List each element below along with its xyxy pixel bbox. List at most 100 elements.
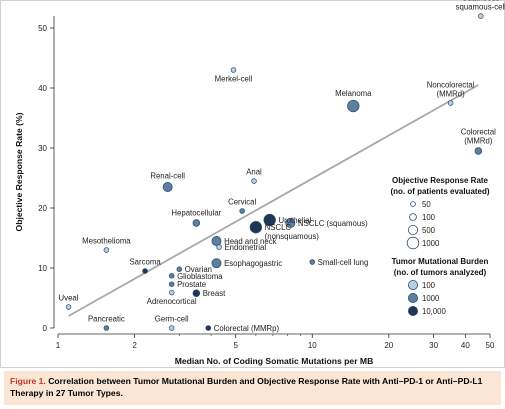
y-tick-label: 40 [38, 84, 47, 93]
point-sarcoma [142, 268, 148, 274]
point-label-pancreatic: Pancreatic [88, 315, 125, 324]
point-nsclc-nonsquamous [249, 221, 263, 234]
legend-color-title: Tumor Mutational Burden [392, 257, 489, 266]
legend-color-label: 10,000 [422, 307, 447, 316]
point-pancreatic [103, 325, 110, 331]
point-label-urothelial: Urothelial [278, 216, 311, 225]
legend-size-marker [409, 213, 417, 221]
legend-size-marker [410, 201, 416, 207]
point-label-esophagogastric: Esophagogastric [224, 259, 282, 268]
legend: Objective Response Rate (no. of patients … [390, 176, 489, 316]
x-tick-label: 30 [429, 341, 438, 350]
point-label-line: Noncolorectal [427, 81, 475, 90]
point-anal [251, 178, 257, 184]
point-colorectal-mmrp [205, 325, 212, 331]
point-labels-layer: Cutaneoussquamous-cell Merkel-cell Noncolo… [59, 0, 505, 333]
y-axis-label: Objective Response Rate (%) [14, 112, 24, 231]
legend-color-marker [407, 279, 418, 290]
legend-size-marker [406, 236, 420, 250]
legend-size-title: Objective Response Rate [392, 176, 489, 185]
point-label-head-and-neck: Head and neck [224, 237, 277, 246]
x-tick-label: 1 [56, 341, 61, 350]
point-mesothelioma [103, 247, 110, 253]
legend-size-label: 500 [422, 226, 436, 235]
point-label-renal-cell: Renal-cell [150, 171, 185, 180]
point-label-melanoma: Melanoma [335, 89, 372, 98]
point-label-uveal: Uveal [59, 294, 79, 303]
point-label-cutaneous-squamous-cell: Cutaneoussquamous-cell [456, 0, 505, 12]
point-label-noncolorectal-mmrd: Noncolorectal (MMRd) [427, 81, 475, 99]
point-noncolorectal-mmrd [447, 100, 454, 106]
point-label-line: NSCLC [265, 223, 292, 232]
point-label-germ-cell: Germ-cell [155, 315, 189, 324]
point-label-line: (nonsquamous) [265, 232, 320, 241]
point-label-prostate: Prostate [177, 280, 206, 289]
points-layer [65, 13, 484, 331]
x-tick-label: 20 [384, 341, 393, 350]
point-label-merkel-cell: Merkel-cell [215, 74, 253, 83]
point-label-hepatocellular: Hepatocellular [171, 209, 221, 218]
point-breast [192, 289, 201, 297]
point-small-cell-lung [309, 259, 316, 265]
point-label-sarcoma: Sarcoma [129, 258, 161, 267]
point-label-nsclc-squamous: NSCLC (squamous) [298, 219, 368, 228]
point-label-breast: Breast [203, 289, 226, 298]
point-label-line: squamous-cell [456, 3, 505, 12]
point-label-nsclc-nonsquamous: NSCLC (nonsquamous) [265, 223, 320, 241]
point-melanoma [347, 99, 360, 113]
point-ovarian [176, 266, 183, 272]
x-axis-label: Median No. of Coding Somatic Mutations p… [175, 356, 374, 366]
point-label-endometrial: Endometrial [224, 243, 266, 252]
legend-color-title: (no. of tumors analyzed) [394, 268, 487, 277]
point-label-line: (MMRd) [464, 137, 493, 146]
y-tick-label: 10 [38, 264, 47, 273]
point-head-and-neck [211, 236, 222, 246]
y-tick-label: 20 [38, 204, 47, 213]
y-tick-label: 30 [38, 144, 47, 153]
caption-figure-label: Figure 1. [10, 376, 46, 386]
caption-text: Correlation between Tumor Mutational Bur… [10, 376, 483, 398]
point-nsclc-squamous [285, 218, 296, 228]
point-uveal [65, 304, 72, 310]
point-label-line: Colorectal [461, 128, 496, 137]
point-esophagogastric [211, 258, 222, 269]
legend-color-label: 1000 [422, 294, 440, 303]
trend-line-path [68, 84, 479, 317]
point-label-cervical: Cervical [228, 198, 256, 207]
x-tick-label: 2 [132, 341, 137, 350]
legend-color-label: 100 [422, 281, 436, 290]
legend-size-marker [407, 224, 418, 235]
point-germ-cell [168, 325, 175, 331]
legend-color-marker [407, 305, 418, 316]
point-label-anal: Anal [246, 168, 262, 177]
point-cervical [239, 208, 245, 214]
point-cutaneous-squamous-cell [478, 13, 484, 19]
legend-size-label: 1000 [422, 239, 440, 248]
point-label-colorectal-mmrp: Colorectal (MMRp) [214, 324, 280, 333]
point-urothelial [263, 213, 276, 227]
point-label-mesothelioma: Mesothelioma [82, 237, 131, 246]
point-label-adrenocortical: Adrenocortical [147, 297, 197, 306]
x-tick-label: 5 [234, 341, 239, 350]
y-tick-label: 50 [38, 24, 47, 33]
point-label-glioblastoma: Glioblastoma [177, 272, 223, 281]
figure-caption: Figure 1. Correlation between Tumor Muta… [4, 371, 501, 405]
point-glioblastoma [168, 273, 175, 279]
point-label-colorectal-mmrd: Colorectal (MMRd) [461, 128, 496, 146]
point-adrenocortical [168, 289, 175, 296]
point-merkel-cell [230, 67, 237, 73]
point-renal-cell [162, 182, 173, 192]
x-tick-label: 50 [486, 341, 495, 350]
legend-color-marker [407, 292, 418, 303]
point-prostate [168, 281, 175, 287]
legend-size-label: 50 [422, 200, 431, 209]
x-tick-label: 10 [308, 341, 317, 350]
point-label-ovarian: Ovarian [185, 265, 212, 274]
y-tick-label: 0 [43, 324, 48, 333]
point-label-small-cell-lung: Small-cell lung [318, 258, 369, 267]
point-label-line: (MMRd) [437, 90, 466, 99]
point-label-line: Cutaneous [462, 0, 500, 3]
legend-size-title: (no. of patients evaluated) [390, 187, 489, 196]
point-colorectal-mmrd [474, 147, 483, 155]
